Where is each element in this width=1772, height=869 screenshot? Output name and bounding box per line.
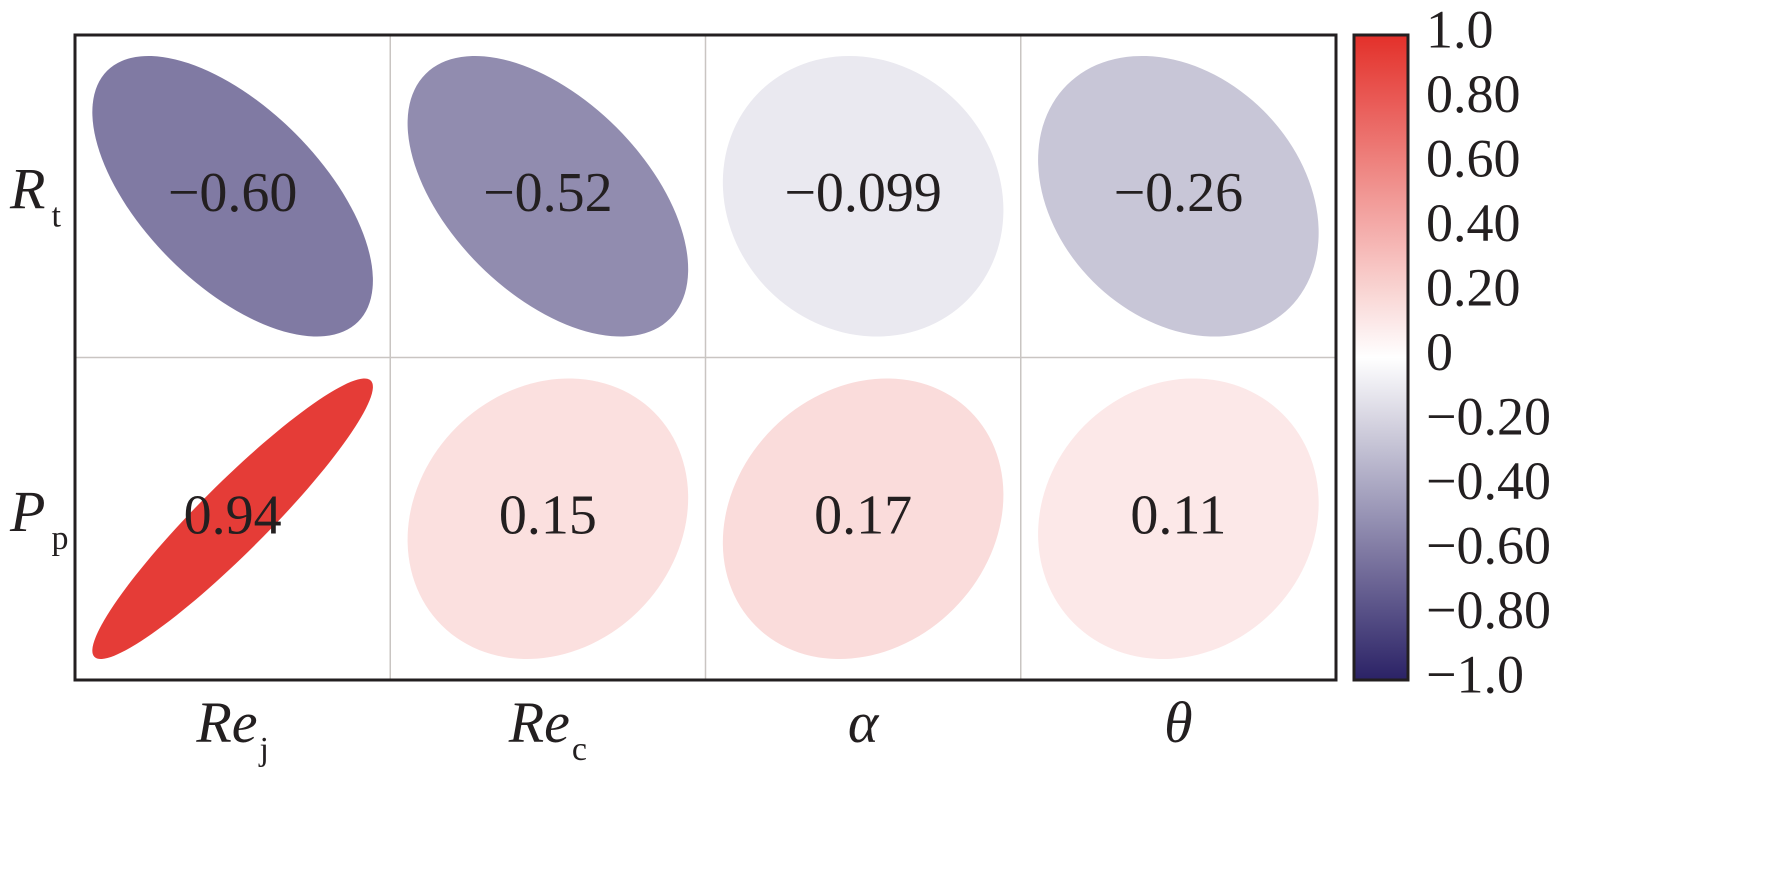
colorbar-tick-label: −1.0 (1426, 644, 1524, 704)
cell-value-label: 0.11 (1130, 485, 1226, 547)
colorbar-tick-label: 0.20 (1426, 257, 1521, 317)
cell-value-label: 0.15 (499, 485, 597, 547)
cell-value-label: 0.17 (814, 485, 912, 547)
correlation-ellipse (722, 378, 1004, 660)
grid-lines (75, 35, 1336, 680)
colorbar-tick-label: 0 (1426, 322, 1453, 382)
correlation-ellipse (722, 55, 1004, 337)
colorbar-tick-label: 0.60 (1426, 128, 1521, 188)
column-label: Rec (508, 690, 587, 768)
cell-value-label: −0.52 (483, 162, 613, 224)
colorbar-ticks: 1.00.800.600.400.200−0.20−0.40−0.60−0.80… (1426, 0, 1551, 704)
cell-value-label: 0.94 (184, 485, 282, 547)
colorbar-tick-label: 0.80 (1426, 64, 1521, 124)
column-label: Rej (195, 690, 269, 768)
colorbar-gradient (1352, 33, 1410, 682)
colorbar-tick-label: −0.80 (1426, 580, 1551, 640)
correlation-ellipse (407, 378, 689, 660)
cell-value-label: −0.099 (784, 162, 942, 224)
correlation-ellipse (407, 55, 689, 337)
colorbar-tick-label: −0.60 (1426, 515, 1551, 575)
correlation-ellipse (1038, 378, 1319, 660)
cell-value-label: −0.26 (1114, 162, 1244, 224)
column-labels: Rej Rec α θ (195, 690, 1192, 768)
colorbar: 1.00.800.600.400.200−0.20−0.40−0.60−0.80… (1352, 0, 1551, 704)
colorbar-tick-label: 1.0 (1426, 0, 1494, 59)
column-label: α (848, 690, 880, 755)
correlation-ellipse (92, 55, 373, 337)
colorbar-tick-label: 0.40 (1426, 193, 1521, 253)
column-label: θ (1164, 690, 1193, 755)
correlation-cells: −0.60 −0.52 −0.099 −0.26 0.94 0.15 0.17 0.11 (92, 55, 1319, 660)
colorbar-tick-label: −0.40 (1426, 451, 1551, 511)
correlation-ellipse (1038, 55, 1319, 337)
cell-value-label: −0.60 (168, 162, 298, 224)
correlation-ellipse (92, 378, 373, 660)
plot-frame (73, 33, 1338, 682)
colorbar-tick-label: −0.20 (1426, 386, 1551, 446)
